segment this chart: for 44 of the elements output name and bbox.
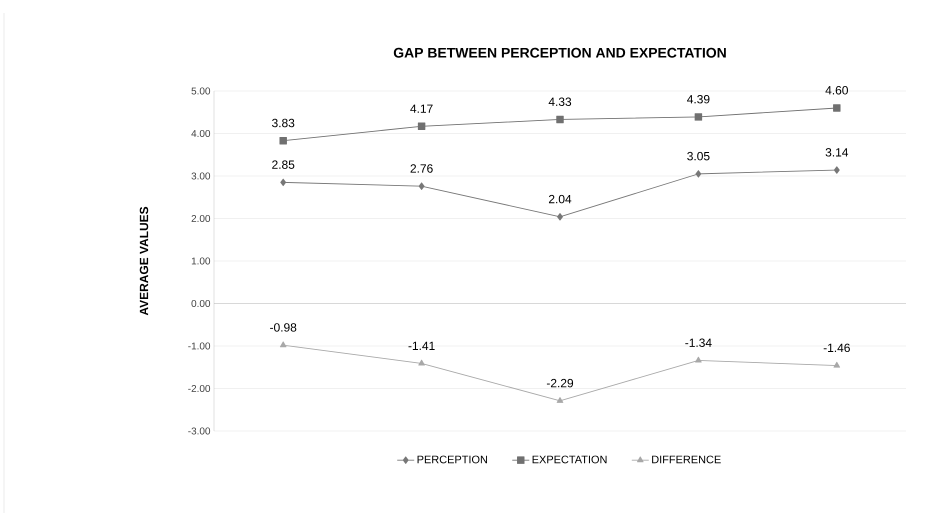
legend-label: PERCEPTION xyxy=(418,456,488,464)
data-label: 2.04 xyxy=(548,194,572,204)
legend-label: EXPECTATION xyxy=(532,456,607,464)
point xyxy=(695,356,702,363)
data-label: 3.83 xyxy=(272,118,294,128)
point xyxy=(418,182,425,190)
point xyxy=(557,213,563,221)
y-tick-label: 4.00 xyxy=(191,130,210,138)
y-tick-label: 0.00 xyxy=(191,300,210,308)
point xyxy=(279,136,287,144)
data-label: 2.76 xyxy=(410,164,433,173)
data-label: 4.60 xyxy=(825,86,848,95)
y-tick-label: 2.00 xyxy=(192,214,210,222)
point xyxy=(833,104,841,112)
point xyxy=(694,113,702,121)
point xyxy=(695,170,702,178)
point xyxy=(418,122,426,130)
y-axis-title: AVERAGE VALUES xyxy=(140,206,148,316)
legend-label: DIFFERENCE xyxy=(652,456,721,464)
data-label: -1.41 xyxy=(408,342,435,350)
data-label: -1.46 xyxy=(824,344,850,352)
point xyxy=(556,397,564,403)
data-label: 3.05 xyxy=(687,152,710,160)
data-label: 3.14 xyxy=(826,148,848,157)
y-tick-label: 3.00 xyxy=(191,172,210,180)
y-tick-label: -1.00 xyxy=(188,342,210,350)
data-label: -0.98 xyxy=(270,323,296,332)
y-tick-label: -2.00 xyxy=(188,384,210,392)
data-label: 2.85 xyxy=(272,160,294,169)
point xyxy=(834,166,840,174)
y-tick-label: 1.00 xyxy=(192,257,210,265)
data-label: 4.33 xyxy=(548,98,572,106)
chart-title: GAP BETWEEN PERCEPTION AND EXPECTATION xyxy=(394,48,726,58)
data-label: -2.29 xyxy=(546,378,574,388)
y-tick-label: -3.00 xyxy=(188,427,210,435)
point xyxy=(556,116,564,124)
point xyxy=(834,362,840,368)
point xyxy=(280,178,286,186)
point xyxy=(280,341,286,348)
data-label: -1.34 xyxy=(685,338,712,347)
data-label: 4.17 xyxy=(410,104,433,113)
data-label: 4.39 xyxy=(687,94,710,104)
point xyxy=(418,360,425,366)
y-tick-label: 5.00 xyxy=(191,87,210,95)
